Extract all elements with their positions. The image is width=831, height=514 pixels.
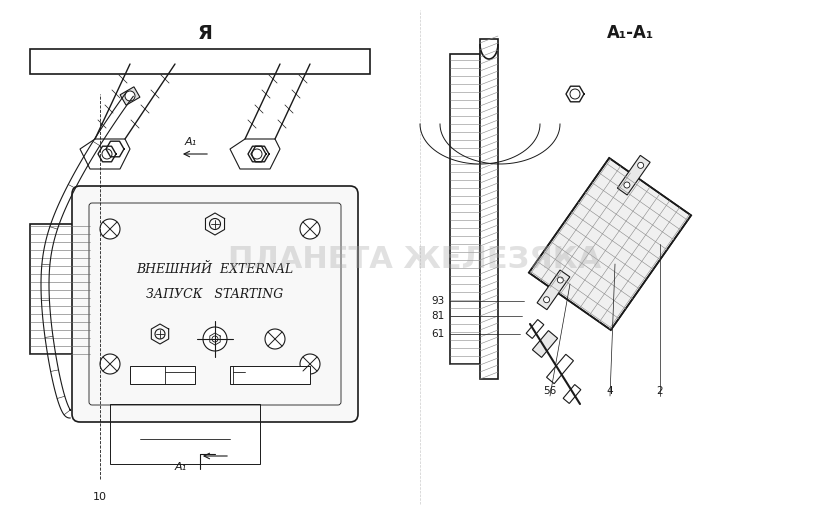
Circle shape xyxy=(203,327,227,351)
Circle shape xyxy=(102,149,112,159)
Text: ПЛАНЕТА ЖЕЛЕЗЯКА: ПЛАНЕТА ЖЕЛЕЗЯКА xyxy=(229,245,602,273)
Text: 93: 93 xyxy=(432,296,445,306)
Polygon shape xyxy=(563,384,581,403)
Text: 2: 2 xyxy=(656,386,663,396)
Polygon shape xyxy=(230,139,280,169)
FancyBboxPatch shape xyxy=(72,186,358,422)
Bar xyxy=(30,49,370,74)
Circle shape xyxy=(624,182,630,188)
Polygon shape xyxy=(529,158,691,330)
Bar xyxy=(480,39,498,379)
Text: ЗАПУСК   STARTING: ЗАПУСК STARTING xyxy=(146,287,283,301)
Bar xyxy=(30,224,90,354)
Circle shape xyxy=(570,89,580,99)
Circle shape xyxy=(637,162,644,169)
Circle shape xyxy=(558,277,563,283)
Polygon shape xyxy=(120,87,140,105)
Text: A₁: A₁ xyxy=(185,137,197,147)
Text: 81: 81 xyxy=(432,311,445,321)
Polygon shape xyxy=(537,270,570,310)
Polygon shape xyxy=(617,155,650,195)
Circle shape xyxy=(100,219,120,239)
Polygon shape xyxy=(533,331,558,357)
Circle shape xyxy=(125,91,135,101)
Circle shape xyxy=(300,354,320,374)
Circle shape xyxy=(100,354,120,374)
Circle shape xyxy=(255,149,265,159)
Bar xyxy=(130,366,195,384)
Circle shape xyxy=(543,297,549,303)
Text: Я: Я xyxy=(198,24,213,43)
Bar xyxy=(230,366,310,384)
Text: 4: 4 xyxy=(607,386,613,396)
Text: A₁-A₁: A₁-A₁ xyxy=(607,24,653,42)
Text: A₁: A₁ xyxy=(175,462,187,472)
Bar xyxy=(110,404,260,464)
Circle shape xyxy=(300,219,320,239)
Circle shape xyxy=(110,144,120,154)
Polygon shape xyxy=(526,320,543,338)
Polygon shape xyxy=(547,354,573,384)
Circle shape xyxy=(265,329,285,349)
Text: 10: 10 xyxy=(93,492,107,502)
Text: 56: 56 xyxy=(543,386,557,396)
Polygon shape xyxy=(80,139,130,169)
Circle shape xyxy=(252,149,262,159)
Text: 61: 61 xyxy=(432,329,445,339)
Bar xyxy=(450,54,480,364)
Text: ВНЕШНИЙ  EXTERNAL: ВНЕШНИЙ EXTERNAL xyxy=(136,263,293,276)
